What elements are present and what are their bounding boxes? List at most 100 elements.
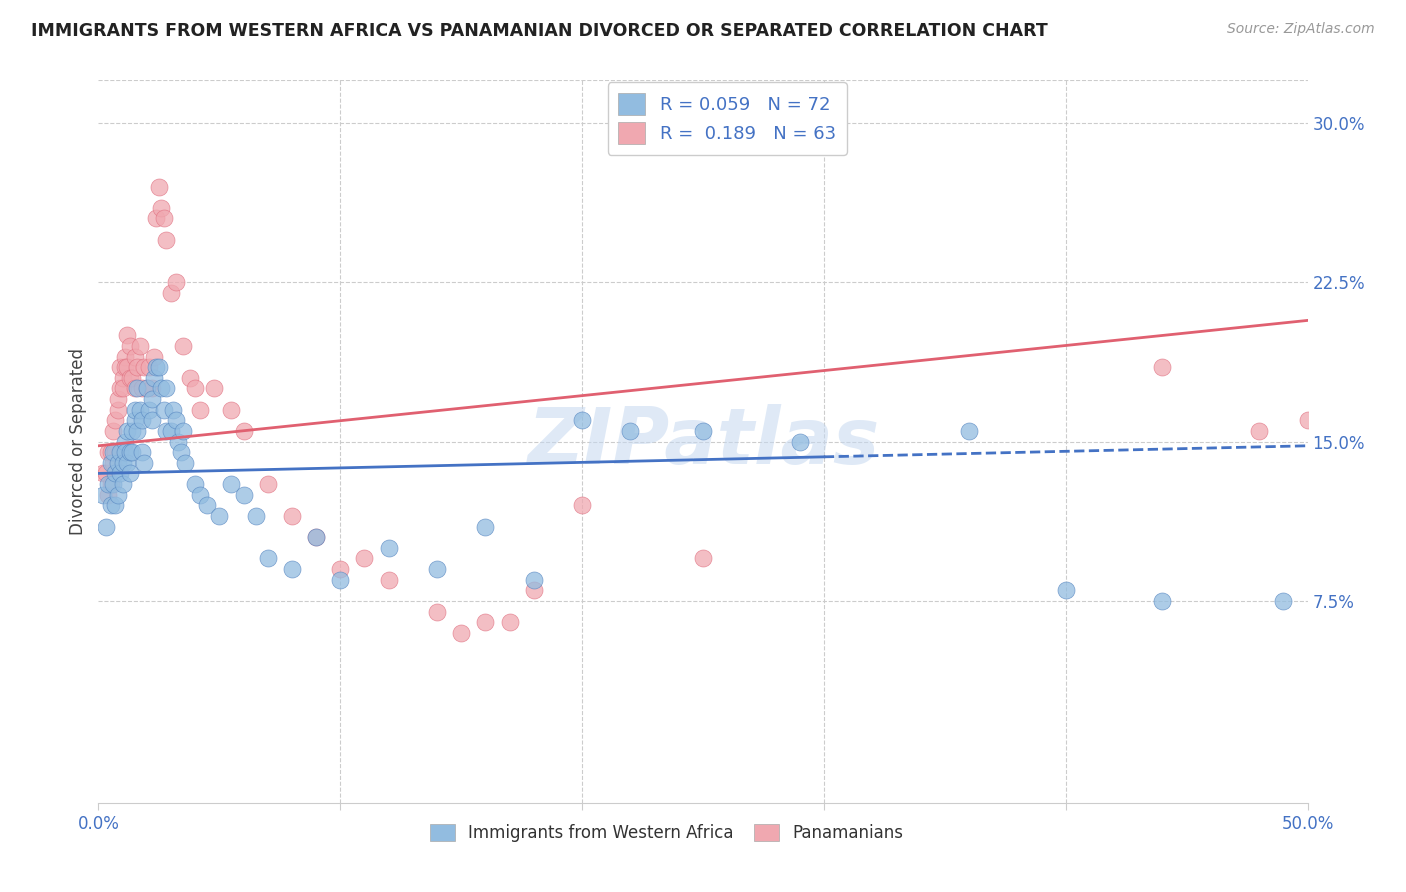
Point [474,615,496,630]
Point [104,445,127,459]
Point [135,381,157,395]
Point [143,350,166,364]
Point [111,456,134,470]
Point [232,488,254,502]
Point [195,498,218,512]
Point [138,360,160,375]
Point [118,339,141,353]
Point [474,519,496,533]
Point [121,424,143,438]
Point [155,233,177,247]
Point [145,211,167,226]
Point [121,371,143,385]
Point [426,562,449,576]
Point [141,381,163,395]
Point [160,424,183,438]
Point [124,413,146,427]
Point [94,519,117,533]
Point [128,339,150,353]
Point [138,402,160,417]
Point [172,424,194,438]
Point [957,424,980,438]
Point [450,625,472,640]
Point [134,360,156,375]
Point [179,371,201,385]
Point [498,615,520,630]
Point [172,339,194,353]
Point [523,573,546,587]
Point [117,456,139,470]
Point [121,445,143,459]
Point [305,530,328,544]
Point [353,551,375,566]
Point [104,413,127,427]
Point [221,402,243,417]
Point [232,424,254,438]
Point [108,467,131,481]
Point [145,360,167,375]
Point [107,456,129,470]
Point [101,456,124,470]
Point [111,477,134,491]
Point [426,605,449,619]
Point [91,467,114,481]
Point [114,360,136,375]
Point [165,275,187,289]
Point [108,445,131,459]
Point [1272,594,1295,608]
Point [221,477,243,491]
Point [305,530,328,544]
Point [152,402,174,417]
Point [1152,594,1174,608]
Point [789,434,811,449]
Point [141,413,163,427]
Point [204,381,226,395]
Point [160,285,183,300]
Y-axis label: Divorced or Separated: Divorced or Separated [69,348,87,535]
Point [523,583,546,598]
Point [165,413,187,427]
Point [143,371,166,385]
Point [150,201,173,215]
Point [101,424,124,438]
Point [169,445,191,459]
Point [108,381,131,395]
Point [97,477,120,491]
Point [127,381,149,395]
Point [329,573,352,587]
Point [100,498,122,512]
Point [281,562,304,576]
Point [571,498,593,512]
Point [152,211,174,226]
Point [256,477,278,491]
Point [128,402,150,417]
Point [114,350,136,364]
Point [118,467,141,481]
Text: IMMIGRANTS FROM WESTERN AFRICA VS PANAMANIAN DIVORCED OR SEPARATED CORRELATION C: IMMIGRANTS FROM WESTERN AFRICA VS PANAMA… [31,22,1047,40]
Point [107,488,129,502]
Point [1249,424,1271,438]
Point [91,488,114,502]
Point [108,360,131,375]
Point [117,328,139,343]
Point [118,445,141,459]
Legend: Immigrants from Western Africa, Panamanians: Immigrants from Western Africa, Panamani… [423,817,910,848]
Point [184,381,207,395]
Point [127,360,149,375]
Text: ZIPatlas: ZIPatlas [527,403,879,480]
Point [117,424,139,438]
Point [377,541,399,555]
Point [107,402,129,417]
Point [124,350,146,364]
Point [188,488,211,502]
Point [692,424,714,438]
Point [208,508,231,523]
Point [107,392,129,406]
Point [174,456,197,470]
Point [692,551,714,566]
Point [118,371,141,385]
Point [131,413,153,427]
Point [104,467,127,481]
Point [188,402,211,417]
Point [100,477,122,491]
